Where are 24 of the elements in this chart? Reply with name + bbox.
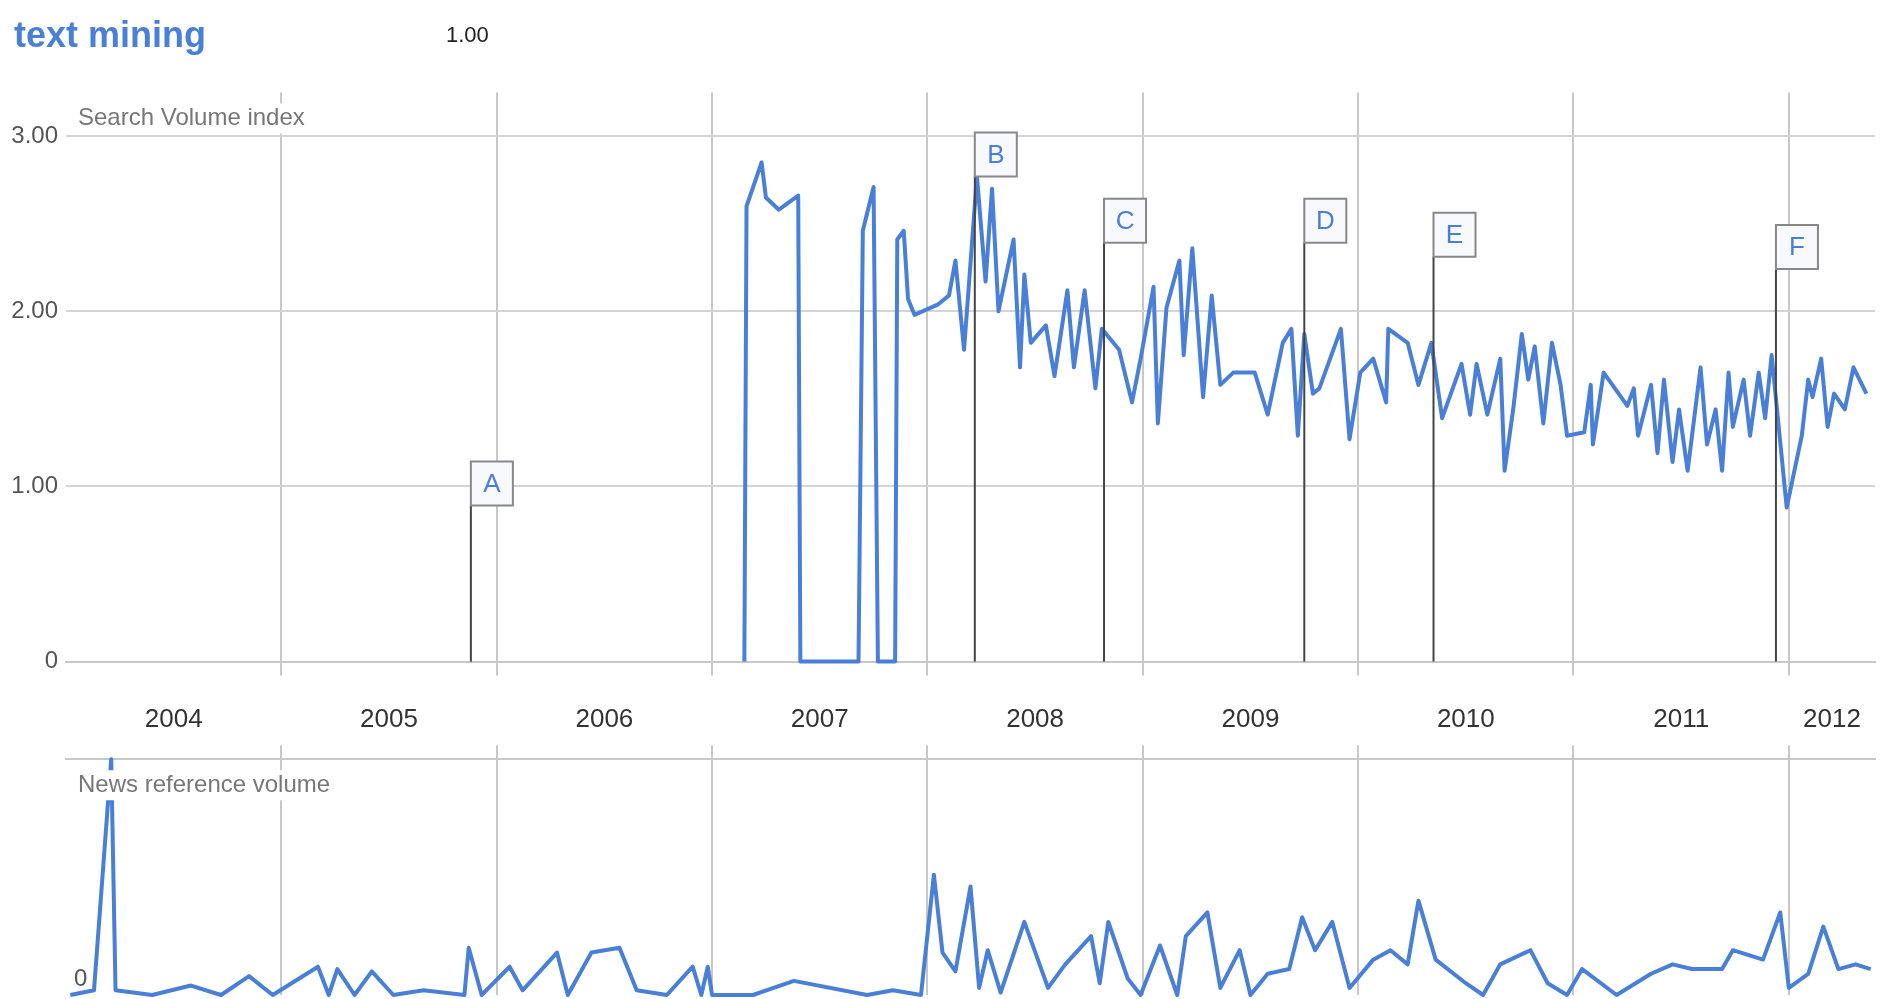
y-tick-label: 3.00	[11, 120, 58, 148]
x-tick-label: 2011	[1653, 702, 1710, 733]
x-tick-label: 2004	[144, 702, 203, 733]
text: text mining	[14, 14, 207, 56]
ref-line-label: B	[987, 138, 1005, 169]
x-tick-label: 2006	[575, 702, 634, 733]
y-axis-title: News reference volume	[78, 769, 331, 797]
x-tick-label: 2007	[790, 702, 849, 733]
x-tick-label: 2009	[1221, 702, 1280, 733]
ref-line-label: A	[483, 467, 502, 498]
x-tick-label: 2005	[360, 702, 418, 733]
ref-line-label: F	[1788, 231, 1805, 262]
x-tick-label: 2008	[1006, 702, 1065, 733]
annotation: 0	[74, 963, 88, 991]
y-tick-label: 1.00	[11, 471, 58, 499]
text: 1.00	[446, 22, 489, 48]
x-tick-label: 2012	[1803, 702, 1861, 733]
ref-line-label: E	[1445, 219, 1464, 250]
ref-line-label: D	[1315, 205, 1335, 236]
ref-line-label: C	[1115, 205, 1135, 236]
y-tick-label: 0	[44, 646, 58, 674]
y-tick-label: 2.00	[11, 295, 58, 323]
x-tick-label: 2010	[1436, 702, 1495, 733]
y-axis-title: Search Volume index	[78, 103, 305, 131]
